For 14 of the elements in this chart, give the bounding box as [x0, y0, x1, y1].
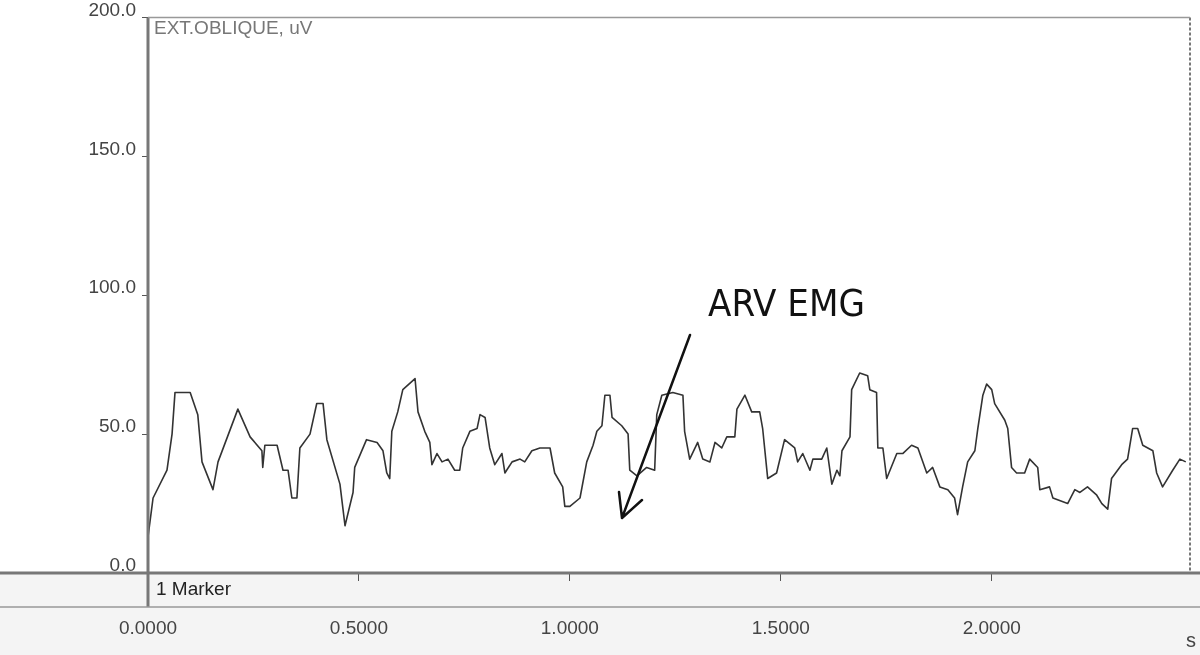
x-tick-label: 2.0000	[962, 616, 1021, 638]
chart-title: EXT.OBLIQUE, uV	[154, 17, 313, 39]
x-tick-label: 1.5000	[751, 616, 810, 638]
x-tick-label: 0.5000	[329, 616, 388, 638]
y-tick-label: 200.0	[88, 0, 136, 20]
annotation: ARV EMG	[708, 280, 865, 325]
y-tick-label: 150.0	[88, 137, 136, 159]
x-axis-title: s	[1186, 628, 1196, 651]
text: 1 Marker	[156, 578, 232, 600]
y-tick-label: 0.0	[109, 554, 136, 576]
x-tick-label: 1.0000	[540, 616, 599, 638]
x-tick-label: 0.0000	[118, 616, 178, 638]
y-tick-label: 100.0	[88, 276, 136, 298]
y-tick-label: 50.0	[99, 415, 136, 437]
